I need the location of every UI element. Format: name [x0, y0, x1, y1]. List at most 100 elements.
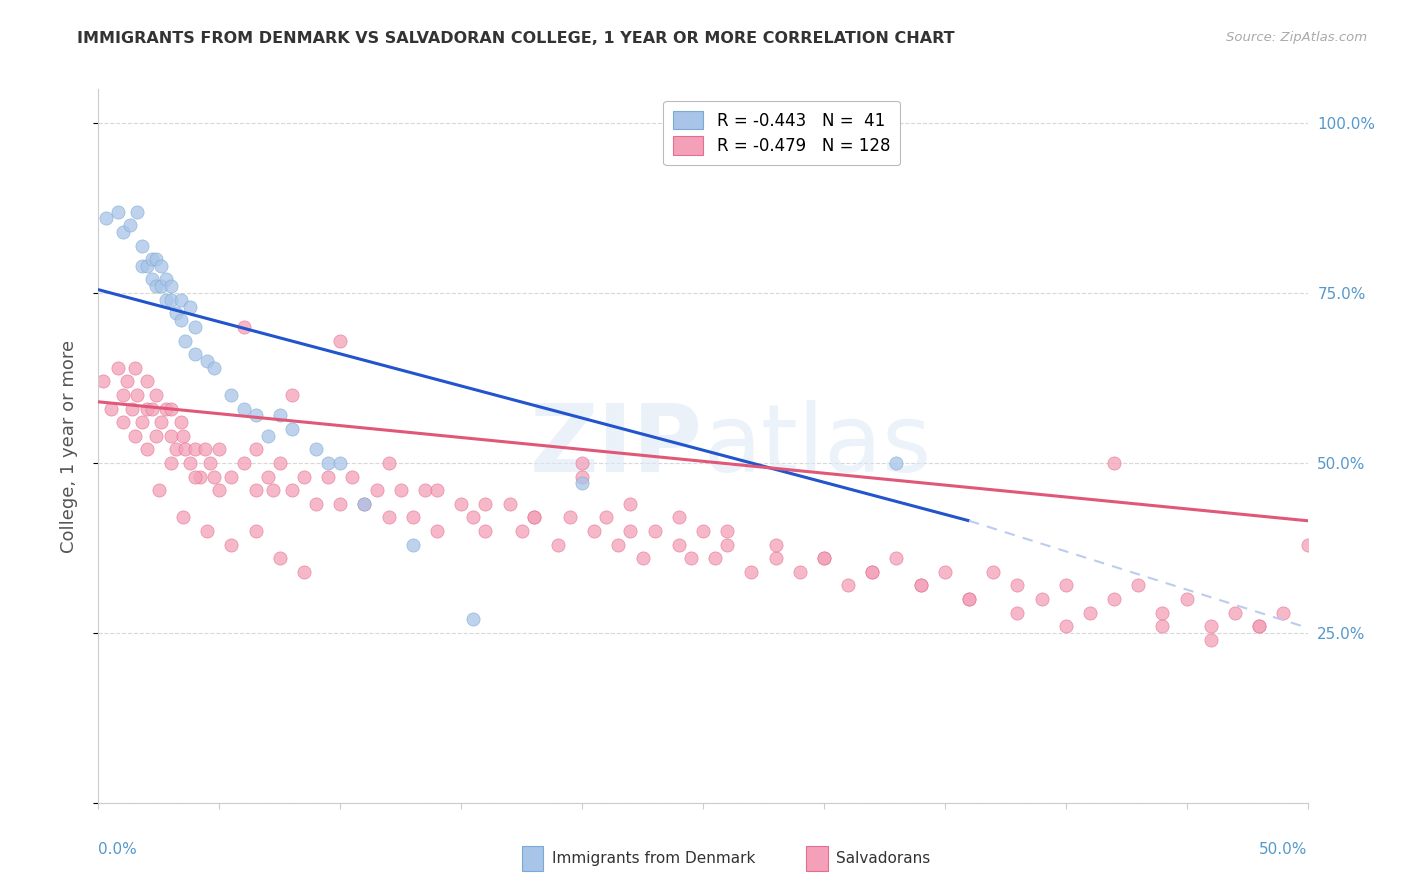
Point — [668, 537, 690, 551]
Point — [463, 612, 485, 626]
FancyBboxPatch shape — [806, 846, 828, 871]
Point — [426, 483, 449, 498]
Point — [402, 537, 425, 551]
Point — [644, 524, 666, 538]
Point — [292, 565, 315, 579]
Point — [100, 401, 122, 416]
Point — [221, 388, 243, 402]
Point — [1199, 619, 1222, 633]
Point — [107, 360, 129, 375]
Point — [474, 524, 496, 538]
Point — [329, 334, 352, 348]
Point — [377, 510, 399, 524]
Point — [571, 469, 593, 483]
Point — [716, 537, 738, 551]
Point — [1007, 606, 1029, 620]
Point — [402, 510, 425, 524]
Point — [111, 388, 134, 402]
Point — [150, 259, 173, 273]
Point — [155, 272, 177, 286]
Point — [1223, 606, 1246, 620]
Point — [583, 524, 606, 538]
Point — [463, 510, 485, 524]
Point — [474, 497, 496, 511]
Point — [305, 497, 328, 511]
Point — [245, 524, 267, 538]
Point — [607, 537, 630, 551]
Point — [94, 211, 117, 226]
Point — [145, 252, 167, 266]
Point — [160, 293, 183, 307]
Point — [269, 456, 291, 470]
Point — [547, 537, 569, 551]
Point — [765, 551, 787, 566]
Point — [571, 476, 593, 491]
Point — [886, 456, 908, 470]
Point — [813, 551, 835, 566]
Point — [169, 415, 191, 429]
Point — [765, 537, 787, 551]
Point — [135, 401, 157, 416]
Point — [957, 591, 980, 606]
Point — [155, 401, 177, 416]
Point — [450, 497, 472, 511]
Point — [910, 578, 932, 592]
Text: Source: ZipAtlas.com: Source: ZipAtlas.com — [1226, 31, 1367, 45]
Y-axis label: College, 1 year or more: College, 1 year or more — [59, 340, 77, 552]
Point — [160, 401, 183, 416]
Point — [172, 510, 194, 524]
Point — [131, 238, 153, 252]
Point — [245, 442, 267, 457]
Point — [232, 320, 254, 334]
Text: 50.0%: 50.0% — [1260, 842, 1308, 856]
Point — [704, 551, 727, 566]
Point — [292, 469, 315, 483]
Point — [837, 578, 859, 592]
Point — [221, 469, 243, 483]
Point — [1054, 619, 1077, 633]
Point — [886, 551, 908, 566]
Point — [366, 483, 388, 498]
Text: ZIP: ZIP — [530, 400, 703, 492]
Point — [145, 279, 167, 293]
Point — [1249, 619, 1271, 633]
Point — [498, 497, 520, 511]
Point — [169, 293, 191, 307]
Point — [107, 204, 129, 219]
Point — [179, 456, 201, 470]
Point — [389, 483, 412, 498]
Point — [716, 524, 738, 538]
Point — [155, 293, 177, 307]
Point — [221, 537, 243, 551]
Point — [256, 469, 278, 483]
Point — [426, 524, 449, 538]
Point — [131, 259, 153, 273]
Text: IMMIGRANTS FROM DENMARK VS SALVADORAN COLLEGE, 1 YEAR OR MORE CORRELATION CHART: IMMIGRANTS FROM DENMARK VS SALVADORAN CO… — [77, 31, 955, 46]
Point — [329, 456, 352, 470]
Point — [1175, 591, 1198, 606]
Point — [595, 510, 617, 524]
Point — [160, 279, 183, 293]
Point — [145, 388, 167, 402]
Point — [245, 483, 267, 498]
Point — [184, 320, 207, 334]
Point — [160, 456, 183, 470]
Point — [127, 388, 149, 402]
Point — [141, 401, 163, 416]
Point — [262, 483, 284, 498]
Point — [111, 225, 134, 239]
Point — [174, 334, 197, 348]
Point — [118, 218, 141, 232]
Point — [1272, 606, 1295, 620]
Legend: R = -0.443   N =  41, R = -0.479   N = 128: R = -0.443 N = 41, R = -0.479 N = 128 — [664, 101, 900, 165]
Point — [692, 524, 714, 538]
Point — [127, 204, 149, 219]
Point — [145, 429, 167, 443]
Point — [188, 469, 211, 483]
Point — [789, 565, 811, 579]
Point — [208, 442, 231, 457]
Point — [148, 483, 170, 498]
Point — [111, 415, 134, 429]
Point — [124, 360, 146, 375]
Point — [860, 565, 883, 579]
